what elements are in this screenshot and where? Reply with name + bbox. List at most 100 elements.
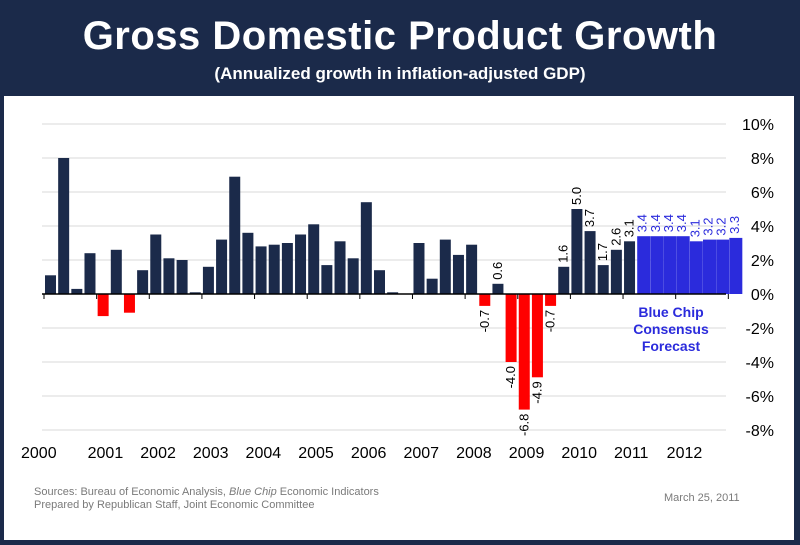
sources-prefix: Sources: Bureau of Economic Analysis, <box>34 486 230 498</box>
x-year-label: 2008 <box>456 445 492 462</box>
bar-actual <box>137 270 149 294</box>
sources-suffix: Economic Indicators <box>276 486 379 498</box>
y-tick-label: 10% <box>742 117 774 134</box>
y-tick-label: -4% <box>746 355 774 372</box>
data-label: 2.6 <box>608 228 623 246</box>
x-year-label: 2005 <box>298 445 334 462</box>
data-label: 3.7 <box>582 209 597 227</box>
data-label: -6.8 <box>516 414 531 436</box>
x-year-label: 2012 <box>667 445 703 462</box>
bar-actual <box>308 224 320 294</box>
x-year-label: 2009 <box>509 445 545 462</box>
bar-actual <box>518 294 530 410</box>
bar-actual <box>97 294 109 317</box>
bar-actual <box>229 176 241 294</box>
bar-actual <box>255 246 267 294</box>
bar-forecast <box>637 236 651 294</box>
bar-actual <box>163 258 175 294</box>
sources-line: Sources: Bureau of Economic Analysis, Bl… <box>34 486 379 499</box>
bar-actual <box>71 288 83 294</box>
chart-title: Gross Domestic Product Growth <box>82 14 718 58</box>
data-label: 5.0 <box>569 187 584 205</box>
data-label: 3.2 <box>714 218 729 236</box>
bar-actual <box>558 266 570 294</box>
bar-actual <box>452 254 464 294</box>
bar-actual <box>505 294 517 362</box>
y-tick-label: 8% <box>751 151 774 168</box>
forecast-annotation: Consensus <box>633 321 709 337</box>
x-year-label: 2003 <box>193 445 229 462</box>
data-label: 3.1 <box>687 219 702 237</box>
data-label: -0.7 <box>477 310 492 332</box>
bar-actual <box>413 243 425 294</box>
bar-actual <box>624 241 636 294</box>
x-year-label: 2004 <box>246 445 282 462</box>
bar-actual <box>610 249 622 294</box>
bar-actual <box>439 239 451 294</box>
bar-actual <box>281 243 293 294</box>
bar-actual <box>189 292 201 294</box>
data-label: 0.6 <box>490 262 505 280</box>
release-date: March 25, 2011 <box>664 492 740 504</box>
bar-forecast <box>676 236 690 294</box>
bar-actual <box>479 294 491 306</box>
bar-actual <box>466 244 478 294</box>
data-label: -4.9 <box>529 381 544 403</box>
x-year-label: 2010 <box>561 445 597 462</box>
bar-actual <box>545 294 557 306</box>
data-label: 3.4 <box>648 214 663 232</box>
y-tick-label: -2% <box>746 321 774 338</box>
bar-forecast <box>729 237 743 294</box>
bar-forecast <box>689 241 703 294</box>
bar-actual <box>571 209 583 294</box>
bar-actual <box>268 244 280 294</box>
bar-actual <box>584 231 596 294</box>
x-year-label: 2006 <box>351 445 387 462</box>
data-label: -0.7 <box>543 310 558 332</box>
data-label: 3.1 <box>622 219 637 237</box>
bar-forecast <box>650 236 664 294</box>
bar-forecast <box>703 239 716 294</box>
y-tick-label: -8% <box>746 423 774 440</box>
gdp-growth-chart: 10% 8% 6% 4% 2% 0% -2% -4% -6% -8% -0.7 0.6 -4.0 -6.8… <box>21 117 774 462</box>
bar-actual <box>531 294 543 378</box>
bar-actual <box>84 253 96 294</box>
data-label: 3.2 <box>701 218 716 236</box>
bar-actual <box>242 232 254 294</box>
data-label: 3.4 <box>661 214 676 232</box>
header: Gross Domestic Product Growth (Annualize… <box>0 0 800 96</box>
forecast-annotation: Forecast <box>642 338 701 354</box>
bar-actual <box>347 258 359 294</box>
bar-actual <box>58 158 70 294</box>
y-tick-label: 6% <box>751 185 774 202</box>
x-year-label: 2002 <box>140 445 176 462</box>
bar-actual <box>216 239 228 294</box>
data-label: 3.4 <box>674 214 689 232</box>
bar-actual <box>123 294 135 313</box>
x-year-label: 2011 <box>614 445 649 462</box>
y-tick-label: -6% <box>746 389 774 406</box>
data-label: -4.0 <box>503 366 518 388</box>
prepared-by: Prepared by Republican Staff, Joint Econ… <box>34 499 315 511</box>
x-year-label: 2000 <box>21 445 57 462</box>
y-tick-label: 2% <box>751 253 774 270</box>
x-year-label: 2001 <box>88 445 124 462</box>
bar-actual <box>334 241 346 294</box>
chart-subtitle: (Annualized growth in inflation-adjusted… <box>214 64 586 83</box>
bar-actual <box>360 202 372 294</box>
data-label: 3.4 <box>635 214 650 232</box>
bar-actual <box>597 265 609 294</box>
data-label: 3.3 <box>727 216 742 234</box>
bar-actual <box>45 275 56 294</box>
bar-actual <box>202 266 214 294</box>
y-tick-label: 4% <box>751 219 774 236</box>
bar-actual <box>295 234 307 294</box>
sources-note: Sources: Bureau of Economic Analysis, Bl… <box>34 486 379 512</box>
x-year-label: 2007 <box>403 445 439 462</box>
bar-actual <box>150 234 162 294</box>
bar-actual <box>492 283 504 294</box>
y-tick-label: 0% <box>751 287 774 304</box>
bar-actual <box>374 270 385 294</box>
bar-actual <box>426 278 438 294</box>
data-label: 1.7 <box>595 243 610 261</box>
